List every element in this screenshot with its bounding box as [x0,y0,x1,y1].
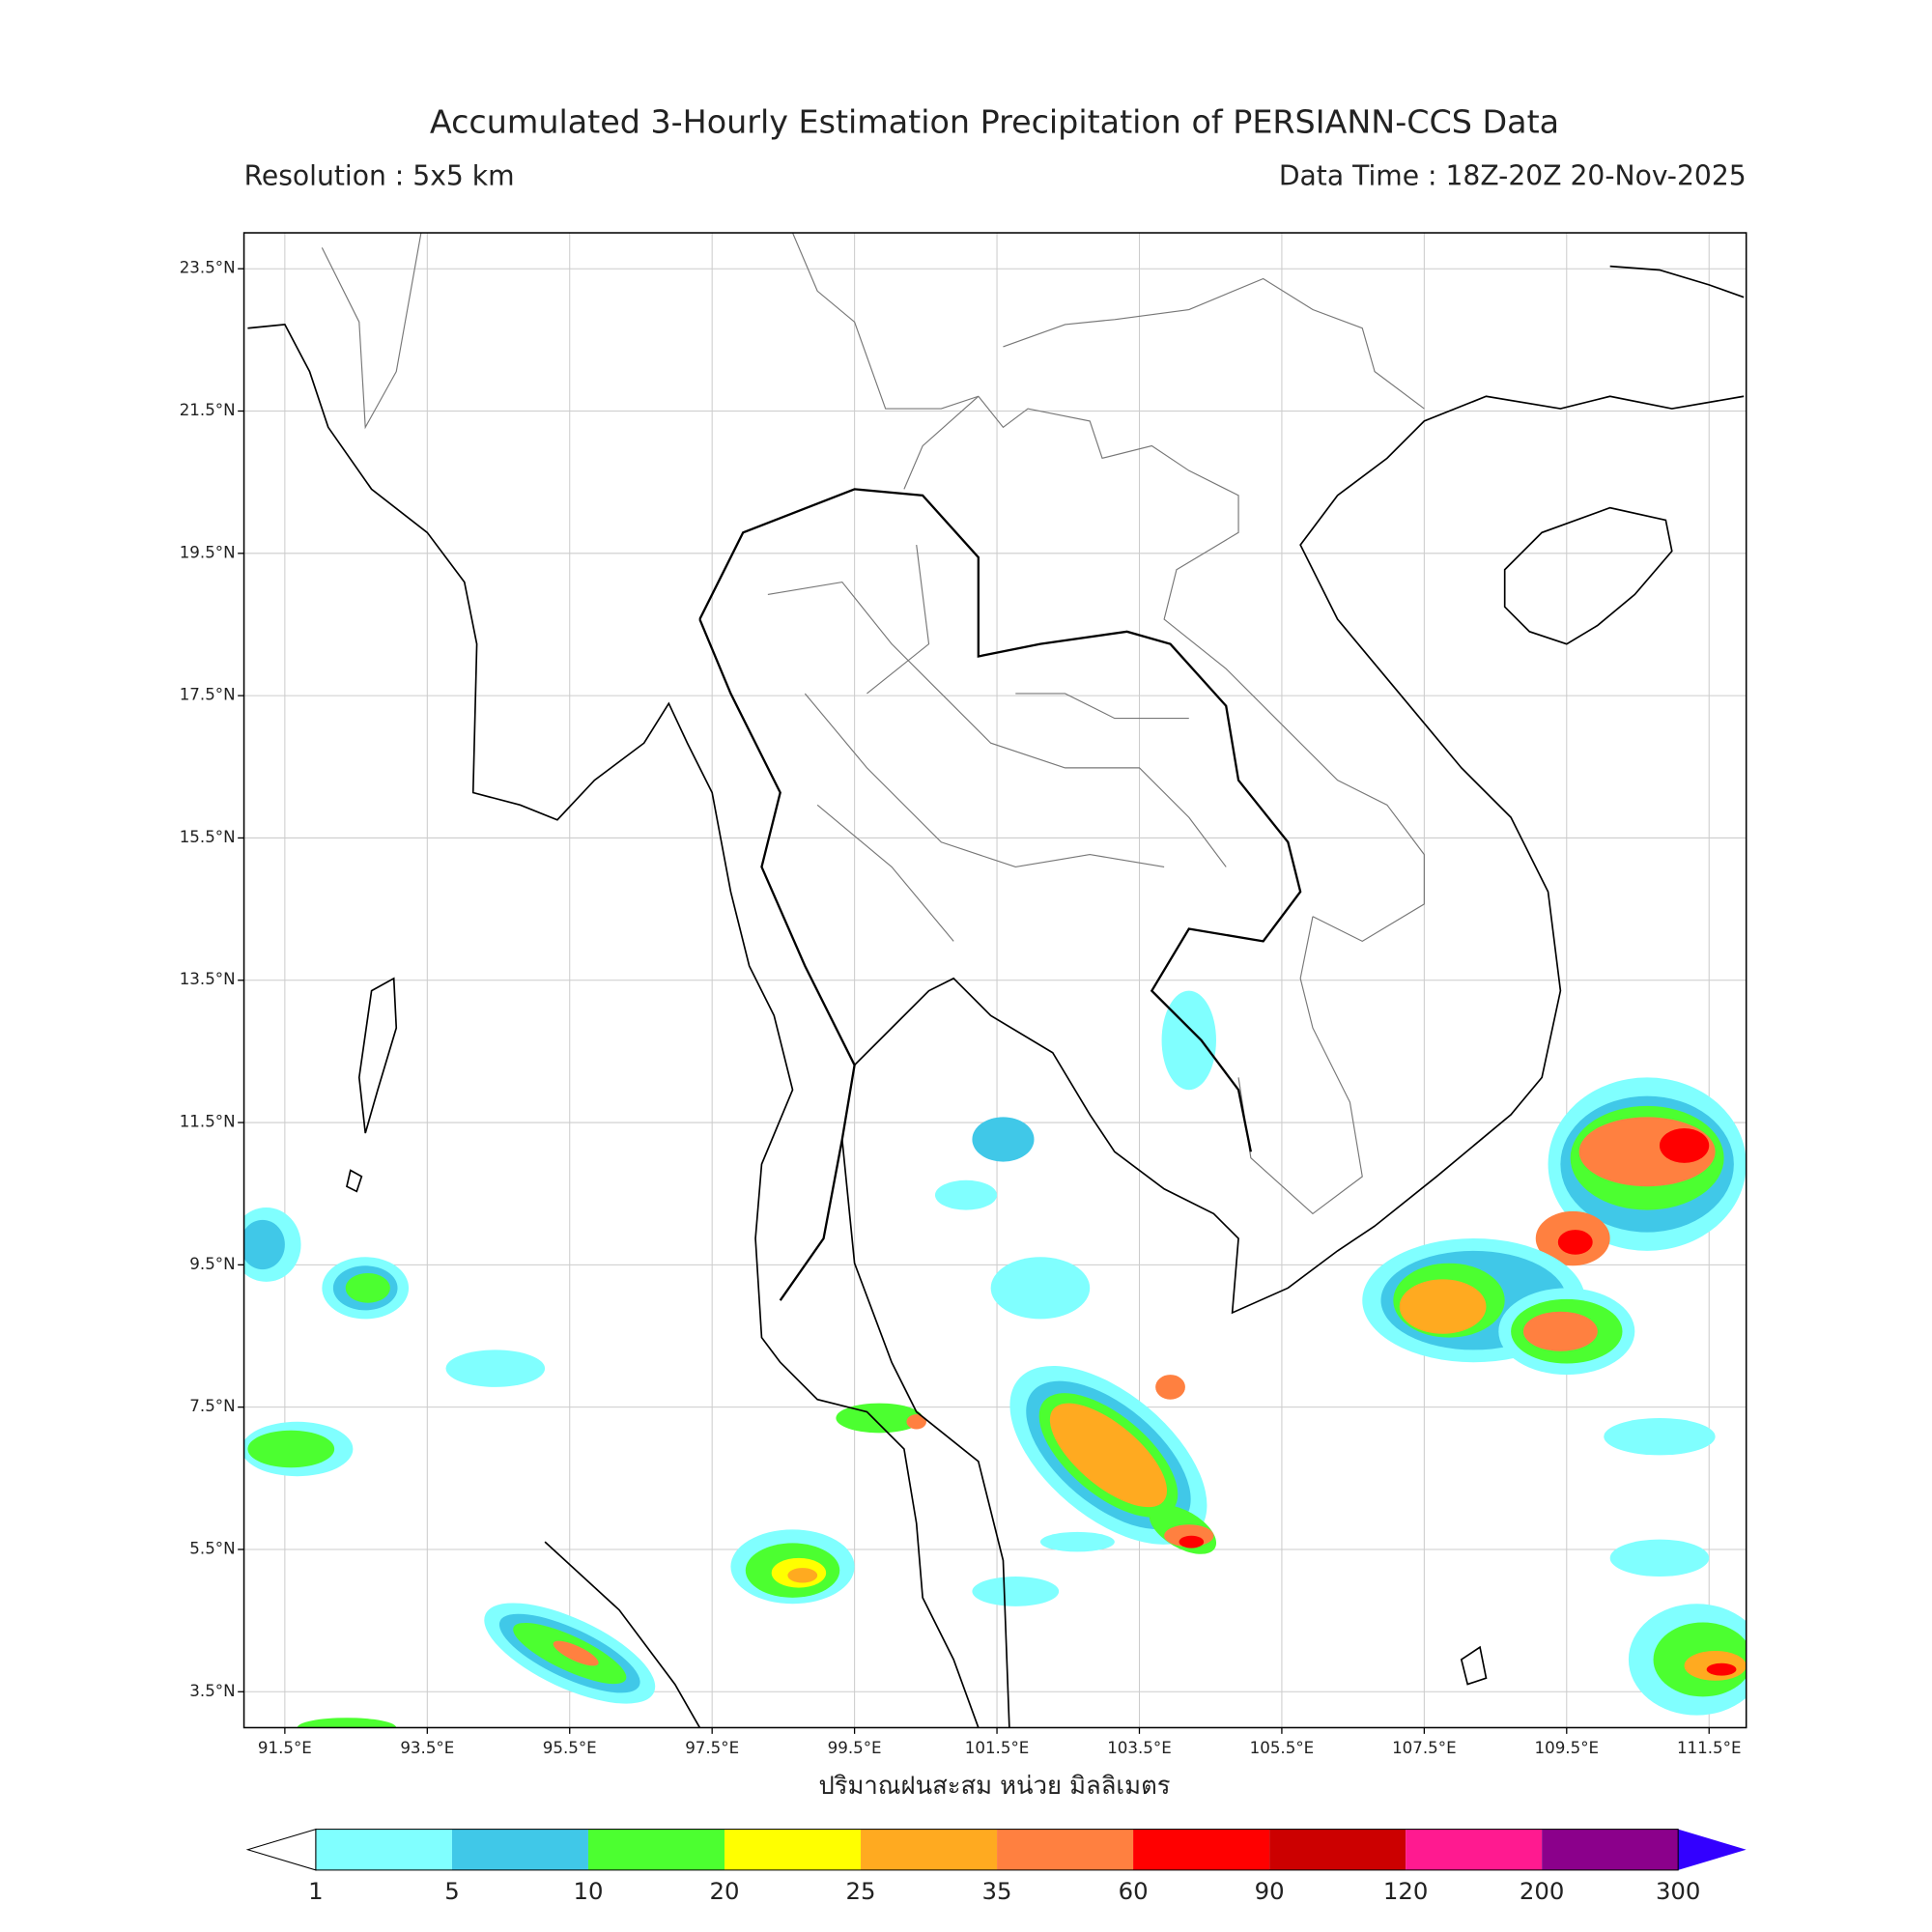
y-tick-label: 21.5°N [180,401,236,419]
y-tick-label: 7.5°N [189,1397,235,1415]
y-tick-label: 15.5°N [180,828,236,846]
rain-cell [1362,1077,1747,1376]
precipitation [243,990,1747,1728]
colorbar-label: 300 [1656,1877,1700,1905]
x-tick-label: 111.5°E [1677,1739,1742,1757]
thailand-border [698,488,1302,1301]
colorbar-label: 5 [444,1877,460,1905]
colorbar-label: 20 [710,1877,740,1905]
x-tick-label: 91.5°E [258,1739,312,1757]
colorbar-label: 200 [1520,1877,1564,1905]
x-tick-label: 97.5°E [685,1739,739,1757]
colorbar-label: 25 [846,1877,876,1905]
coastlines [247,265,1745,1728]
rain-cell [1009,1365,1217,1554]
y-tick-label: 5.5°N [189,1539,235,1557]
colorbar-bin [1406,1829,1543,1870]
colorbar-bin [451,1829,588,1870]
x-tick-label: 93.5°E [400,1739,454,1757]
y-tick-label: 13.5°N [180,970,236,988]
colorbar-bin [315,1829,452,1870]
colorbar-label: 10 [573,1877,603,1905]
colorbar-label: 1 [308,1877,324,1905]
x-tick-label: 99.5°E [828,1739,882,1757]
colorbar-bin [1269,1829,1406,1870]
colorbar-bin [997,1829,1134,1870]
colorbar-label: 35 [982,1877,1012,1905]
grid: 91.5°E 93.5°E 95.5°E 97.5°E 99.5°E 101.5°E 103… [180,233,1747,1757]
x-tick-label: 101.5°E [965,1739,1030,1757]
x-axis-label: ปริมาณฝนสะสม หน่วย มิลลิเมตร [818,1772,1170,1801]
x-tick-label: 109.5°E [1535,1739,1600,1757]
colorbar-bin [587,1829,724,1870]
colorbar-bin [1133,1829,1270,1870]
colorbar-bin [861,1829,998,1870]
colorbar-label: 90 [1255,1877,1285,1905]
colorbar-outline [315,1829,1679,1871]
x-tick-label: 103.5°E [1107,1739,1172,1757]
colorbar-under [245,1828,317,1871]
map-frame [242,232,1747,1729]
borders [321,233,1425,1215]
y-tick-label: 23.5°N [180,259,236,277]
data-time: Data Time : 18Z-20Z 20-Nov-2025 [1279,159,1747,191]
colorbar-label: 120 [1383,1877,1428,1905]
y-tick-label: 17.5°N [180,686,236,704]
title: Accumulated 3-Hourly Estimation Precipit… [430,103,1559,141]
y-tick-label: 3.5°N [189,1682,235,1700]
colorbar-over [1678,1829,1747,1870]
x-tick-label: 105.5°E [1250,1739,1315,1757]
rain-cell [243,990,1747,1728]
colorbar-bin [1542,1829,1679,1870]
y-tick-label: 19.5°N [180,543,236,561]
colorbar-bin [724,1829,862,1870]
x-tick-label: 95.5°E [543,1739,597,1757]
resolution: Resolution : 5x5 km [244,159,515,191]
colorbar-label: 60 [1119,1877,1149,1905]
y-tick-label: 9.5°N [189,1255,235,1273]
x-tick-label: 107.5°E [1392,1739,1457,1757]
colorbar: 1 5 10 20 25 35 60 90 120 200 300 [245,1828,1747,1905]
y-tick-label: 11.5°N [180,1113,236,1131]
